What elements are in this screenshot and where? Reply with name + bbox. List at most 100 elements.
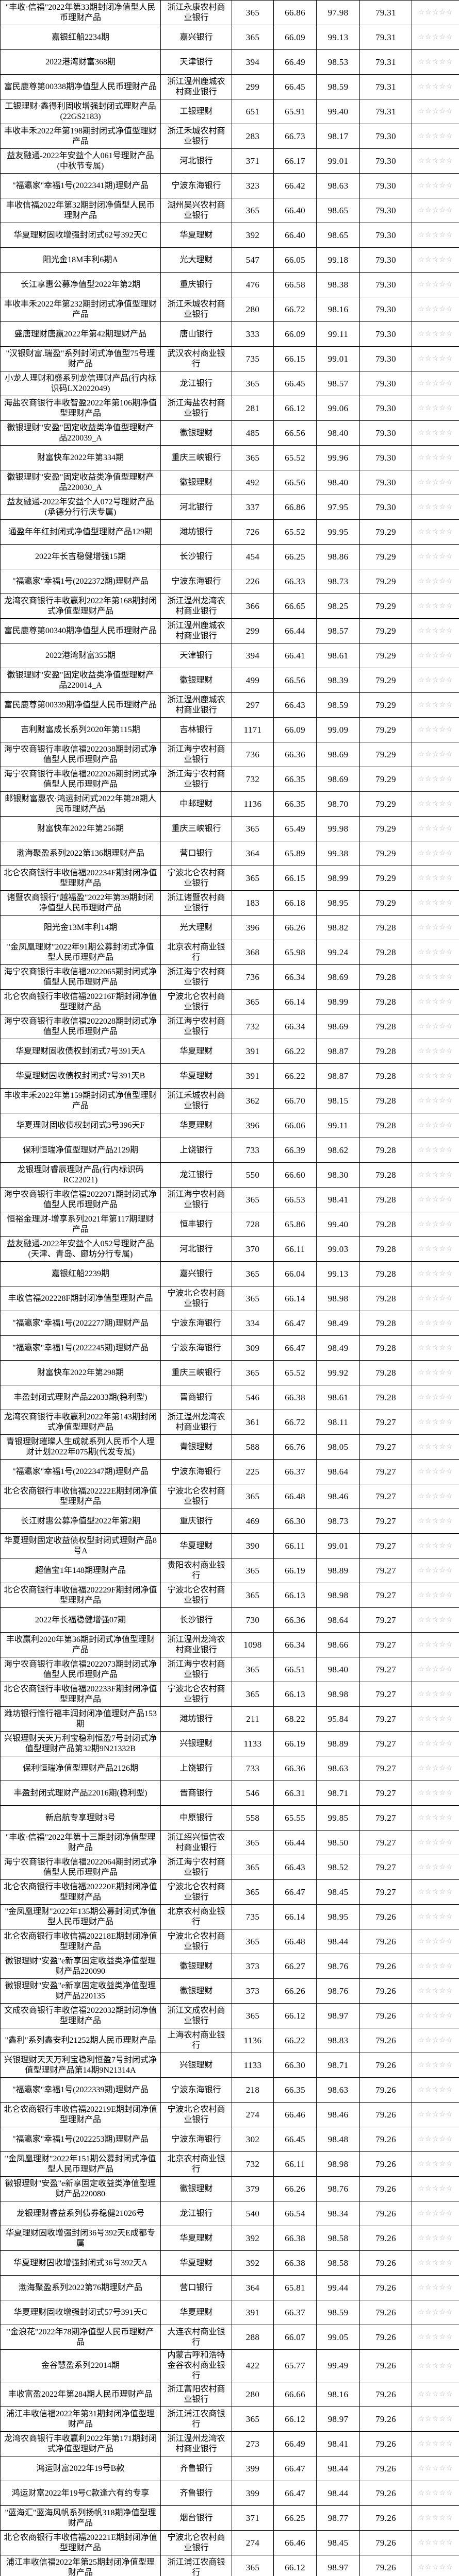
duration-days-cell: 365 xyxy=(232,989,274,1014)
product-name-cell: 丰收丰禾2022年第232期封闭式净值型理财产品 xyxy=(0,297,161,322)
score-3-cell: 79.28 xyxy=(359,1335,412,1361)
star-rating: ☆☆☆☆☆ xyxy=(412,594,459,619)
bank-name-cell: 浙江海宁农村商业银行 xyxy=(160,1014,232,1039)
star-rating: ☆☆☆☆☆ xyxy=(412,940,459,965)
bank-name-cell: 宁波北仑农村商业银行 xyxy=(160,866,232,891)
score-3-cell: 79.26 xyxy=(359,2028,412,2053)
score-3-cell: 79.26 xyxy=(359,2505,412,2531)
product-name-cell: 恒裕金理财-增享系列2021年第117期理财产品 xyxy=(0,1212,161,1237)
star-rating: ☆☆☆☆☆ xyxy=(412,2226,459,2251)
score-3-cell: 79.29 xyxy=(359,692,412,718)
duration-days-cell: 392 xyxy=(232,2250,274,2276)
score-3-cell: 79.28 xyxy=(359,1286,412,1311)
bank-name-cell: 河北银行 xyxy=(160,148,232,174)
bank-name-cell: 浙江温州鹿城农村商业银行 xyxy=(160,692,232,718)
bank-name-cell: 重庆银行 xyxy=(160,272,232,297)
score-3-cell: 79.27 xyxy=(359,1657,412,1682)
duration-days-cell: 492 xyxy=(232,470,274,495)
score-2-cell: 99.18 xyxy=(316,247,360,273)
table-row: 北仑农商银行丰收信福202220E期封闭净值型理财产品 宁波北仑农村商业银行 3… xyxy=(0,1879,459,1905)
table-row: "金凤凰理财"2022年91期公募封闭式净值型人民币理财产品 北京农村商业银行 … xyxy=(0,940,459,965)
table-row: 渤海聚盈系列2022第136期理财产品 营口银行 364 65.89 99.38… xyxy=(0,841,459,866)
score-1-cell: 66.58 xyxy=(273,272,317,297)
table-row: "丰收·信福"2022年第十三期封闭净值型理财产品 浙江绍兴恒信农村商业银行 3… xyxy=(0,1830,459,1855)
score-3-cell: 79.28 xyxy=(359,1311,412,1336)
score-1-cell: 66.41 xyxy=(273,643,317,668)
duration-days-cell: 323 xyxy=(232,173,274,198)
score-1-cell: 66.46 xyxy=(273,2102,317,2127)
star-rating: ☆☆☆☆☆ xyxy=(412,816,459,841)
bank-name-cell: 兴银理财 xyxy=(160,1731,232,1756)
duration-days-cell: 365 xyxy=(232,1657,274,1682)
bank-name-cell: 武汉农村商业银行 xyxy=(160,346,232,371)
score-3-cell: 79.29 xyxy=(359,519,412,545)
score-3-cell: 79.29 xyxy=(359,618,412,643)
table-row: 龙银理财睿辰理财产品(行内标识码RC22021) 龙江银行 550 66.60 … xyxy=(0,1162,459,1188)
duration-days-cell: 396 xyxy=(232,1113,274,1138)
score-2-cell: 98.69 xyxy=(316,767,360,792)
product-name-cell: 北仑农商银行丰收信福202222E期封闭净值型理财产品 xyxy=(0,1484,161,1509)
table-row: 北仑农商银行丰收信福202229F期封闭净值型理财产品 宁波北仑农村商业银行 3… xyxy=(0,1583,459,1608)
table-row: 丰收丰禾2022年第198期封闭式净值型理财产品 浙江禾城农村商业银行 283 … xyxy=(0,124,459,149)
bank-name-cell: 宁波东海银行 xyxy=(160,1311,232,1336)
bank-name-cell: 浙江温州龙湾农村商业银行 xyxy=(160,1410,232,1435)
score-3-cell: 79.28 xyxy=(359,1039,412,1064)
product-name-cell: 小龙人理财和盛系列龙信理财产品(行内标识码LX2022049) xyxy=(0,371,161,396)
duration-days-cell: 392 xyxy=(232,2226,274,2251)
duration-days-cell: 365 xyxy=(232,1286,274,1311)
product-name-cell: 徽银理财"安盈"固定收益类净值型理财产品220039_A xyxy=(0,420,161,446)
score-3-cell: 79.26 xyxy=(359,1929,412,1954)
bank-name-cell: 浙江海宁农村商业银行 xyxy=(160,1855,232,1880)
bank-name-cell: 河北银行 xyxy=(160,1236,232,1262)
star-rating: ☆☆☆☆☆ xyxy=(412,692,459,718)
bank-name-cell: 徽银理财 xyxy=(160,470,232,495)
star-rating: ☆☆☆☆☆ xyxy=(412,964,459,990)
score-2-cell: 98.16 xyxy=(316,2382,360,2407)
star-rating: ☆☆☆☆☆ xyxy=(412,2102,459,2127)
score-1-cell: 66.46 xyxy=(273,2530,317,2555)
score-3-cell: 79.30 xyxy=(359,495,412,520)
table-row: 北仑农商银行丰收信福202221E期封闭净值型理财产品 宁波北仑农村商业银行 2… xyxy=(0,2530,459,2555)
star-rating: ☆☆☆☆☆ xyxy=(412,1682,459,1707)
bank-name-cell: 宁波北仑农村商业银行 xyxy=(160,2102,232,2127)
table-row: 海宁农商银行丰收信福2022064期封闭式净值型人民币理财产品 浙江海宁农村商业… xyxy=(0,1855,459,1880)
score-2-cell: 98.89 xyxy=(316,1558,360,1583)
score-2-cell: 98.65 xyxy=(316,198,360,223)
bank-name-cell: 龙江银行 xyxy=(160,2201,232,2226)
score-1-cell: 66.47 xyxy=(273,1311,317,1336)
score-3-cell: 79.30 xyxy=(359,247,412,273)
score-2-cell: 98.76 xyxy=(316,1954,360,1979)
score-3-cell: 79.26 xyxy=(359,2530,412,2555)
product-name-cell: 徽银理财"安盈"固定收益类净值型理财产品220030_A xyxy=(0,470,161,495)
duration-days-cell: 399 xyxy=(232,2456,274,2481)
star-rating: ☆☆☆☆☆ xyxy=(412,2530,459,2555)
table-row: 徽银理财"安盈"e新享固定收益类净值型理财产品220135 徽银理财 373 6… xyxy=(0,1978,459,2004)
bank-name-cell: 嘉兴银行 xyxy=(160,25,232,50)
duration-days-cell: 288 xyxy=(232,2325,274,2350)
product-name-cell: 阳光金13M丰利14期 xyxy=(0,915,161,940)
score-1-cell: 66.65 xyxy=(273,594,317,619)
product-name-cell: "福瀛家"幸福1号(2022277期)理财产品 xyxy=(0,1311,161,1336)
score-2-cell: 98.15 xyxy=(316,1088,360,1113)
table-row: 海宁农商银行丰收信福2022065期封闭式净值型人民币理财产品 浙江海宁农村商业… xyxy=(0,964,459,990)
product-name-cell: 海宁农商银行丰收信福2022026期封闭式净值型人民币理财产品 xyxy=(0,767,161,792)
bank-name-cell: 华夏理财 xyxy=(160,223,232,248)
duration-days-cell: 365 xyxy=(232,2406,274,2432)
score-2-cell: 98.71 xyxy=(316,1781,360,1806)
score-2-cell: 98.17 xyxy=(316,124,360,149)
score-1-cell: 65.52 xyxy=(273,1360,317,1385)
score-1-cell: 65.91 xyxy=(273,99,317,124)
star-rating: ☆☆☆☆☆ xyxy=(412,1879,459,1905)
score-3-cell: 79.30 xyxy=(359,198,412,223)
star-rating: ☆☆☆☆☆ xyxy=(412,1212,459,1237)
duration-days-cell: 365 xyxy=(232,1879,274,1905)
star-rating: ☆☆☆☆☆ xyxy=(412,2201,459,2226)
score-2-cell: 98.61 xyxy=(316,1385,360,1410)
product-name-cell: "福瀛家"幸福1号(2022245期)理财产品 xyxy=(0,1335,161,1361)
table-row: 北仑农商银行丰收信福202218E期封闭净值型理财产品 宁波北仑农村商业银行 3… xyxy=(0,1929,459,1954)
table-row: 新启航专享理财3号 中原银行 558 65.55 99.85 79.27 ☆☆☆… xyxy=(0,1805,459,1831)
product-name-cell: "鑫利"系列鑫安利21252期人民币理财产品 xyxy=(0,2028,161,2053)
star-rating: ☆☆☆☆☆ xyxy=(412,99,459,124)
score-2-cell: 97.95 xyxy=(316,495,360,520)
bank-name-cell: 重庆三峡银行 xyxy=(160,445,232,470)
